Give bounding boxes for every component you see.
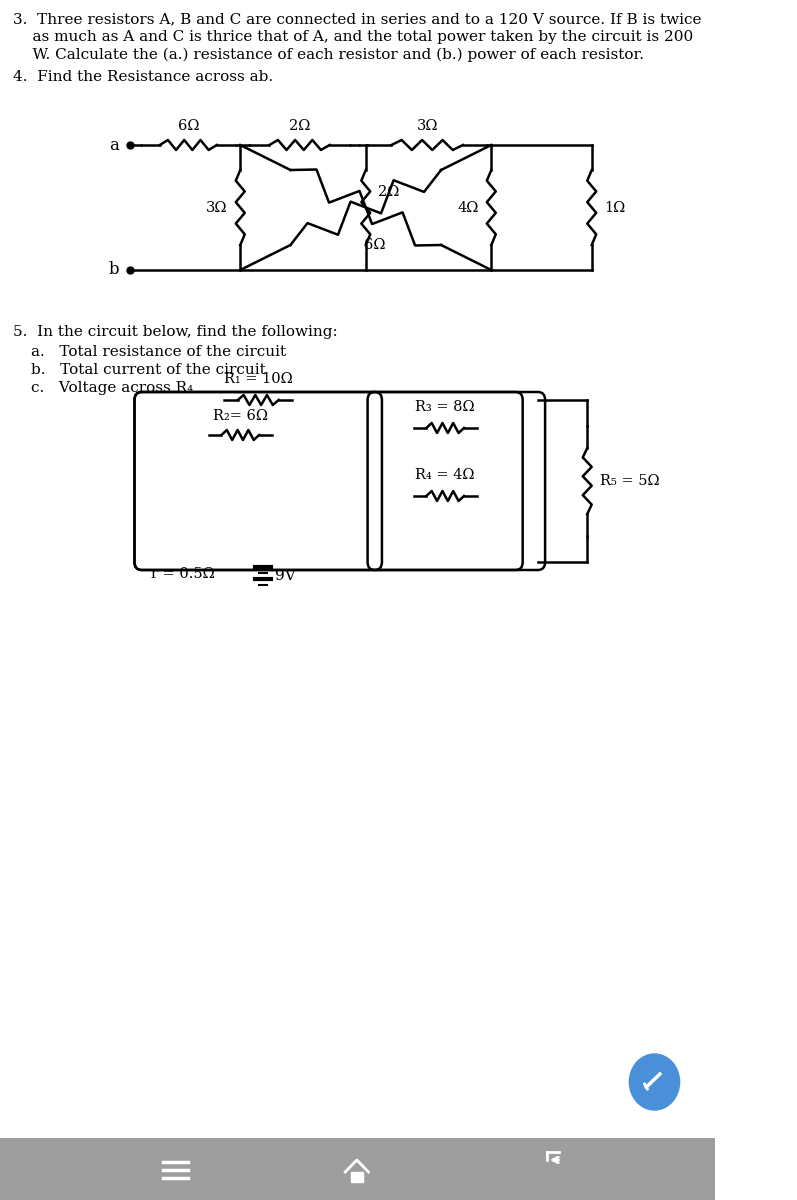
Text: 2Ω: 2Ω xyxy=(379,186,400,199)
Text: 3Ω: 3Ω xyxy=(417,119,438,133)
Text: R₄ = 4Ω: R₄ = 4Ω xyxy=(415,468,475,482)
Text: 5.  In the circuit below, find the following:: 5. In the circuit below, find the follow… xyxy=(14,325,338,338)
Text: 6Ω: 6Ω xyxy=(178,119,199,133)
Text: R₃ = 8Ω: R₃ = 8Ω xyxy=(415,400,475,414)
Polygon shape xyxy=(351,1172,363,1182)
Text: a.   Total resistance of the circuit: a. Total resistance of the circuit xyxy=(31,346,286,359)
Text: 3.  Three resistors A, B and C are connected in series and to a 120 V source. If: 3. Three resistors A, B and C are connec… xyxy=(14,12,702,26)
Text: 2Ω: 2Ω xyxy=(289,119,310,133)
Text: 4.  Find the Resistance across ab.: 4. Find the Resistance across ab. xyxy=(14,70,273,84)
Text: 9V: 9V xyxy=(275,569,296,583)
Text: W. Calculate the (a.) resistance of each resistor and (b.) power of each resisto: W. Calculate the (a.) resistance of each… xyxy=(14,48,645,62)
Text: R₂= 6Ω: R₂= 6Ω xyxy=(213,409,268,422)
Text: 6Ω: 6Ω xyxy=(364,238,386,252)
Text: b.   Total current of the circuit: b. Total current of the circuit xyxy=(31,362,266,377)
Text: a: a xyxy=(109,137,120,154)
Text: 3Ω: 3Ω xyxy=(206,200,228,215)
FancyBboxPatch shape xyxy=(0,1138,715,1200)
Text: b: b xyxy=(108,262,120,278)
Text: c.   Voltage across R₄: c. Voltage across R₄ xyxy=(31,382,194,395)
Text: as much as A and C is thrice that of A, and the total power taken by the circuit: as much as A and C is thrice that of A, … xyxy=(14,30,693,44)
Text: R₁ = 10Ω: R₁ = 10Ω xyxy=(224,372,292,386)
Text: 4Ω: 4Ω xyxy=(457,200,479,215)
Text: 1Ω: 1Ω xyxy=(604,200,626,215)
Text: R₅ = 5Ω: R₅ = 5Ω xyxy=(600,474,659,488)
Circle shape xyxy=(630,1054,680,1110)
Text: r = 0.5Ω: r = 0.5Ω xyxy=(151,566,214,581)
